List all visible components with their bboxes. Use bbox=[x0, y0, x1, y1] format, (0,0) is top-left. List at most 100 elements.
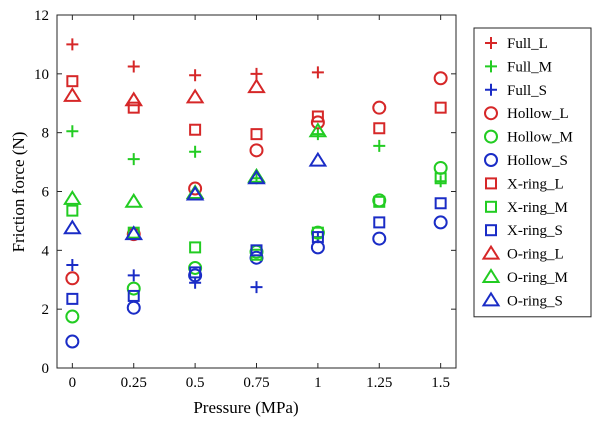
x-tick-label: 0 bbox=[69, 375, 77, 391]
series-Full_L bbox=[66, 38, 324, 82]
x-tick-label: 0.5 bbox=[186, 375, 205, 391]
data-point bbox=[189, 69, 202, 82]
data-point bbox=[373, 139, 386, 152]
legend-item: X-ring_L bbox=[485, 176, 564, 192]
series-Hollow_M bbox=[65, 160, 448, 324]
data-point bbox=[310, 240, 325, 255]
data-point bbox=[247, 169, 266, 185]
data-point bbox=[189, 145, 202, 158]
legend-label: Hollow_L bbox=[507, 106, 569, 122]
axes: 0 0.25 0.5 0.75 1 1.25 1.5 0 2 4 6 8 10 12 bbox=[34, 8, 457, 391]
data-point bbox=[185, 185, 205, 201]
y-axis-label: Friction force (N) bbox=[9, 132, 28, 253]
data-point bbox=[124, 91, 144, 107]
data-point bbox=[433, 71, 448, 86]
x-tick-label: 1.25 bbox=[366, 375, 392, 391]
data-point bbox=[127, 101, 140, 114]
data-point bbox=[311, 110, 324, 123]
legend-label: X-ring_S bbox=[507, 223, 563, 239]
legend-item: Full_M bbox=[485, 59, 552, 75]
legend-marker bbox=[481, 291, 501, 307]
data-point bbox=[434, 197, 447, 210]
data-point bbox=[66, 259, 79, 272]
data-point bbox=[65, 309, 80, 324]
y-tick-label: 6 bbox=[42, 185, 50, 201]
data-point bbox=[127, 289, 140, 302]
data-point bbox=[308, 122, 328, 138]
data-point bbox=[434, 101, 447, 114]
y-tick-label: 0 bbox=[42, 361, 50, 377]
legend-marker bbox=[481, 268, 501, 283]
legend-item: Full_L bbox=[485, 36, 548, 52]
y-tick-label: 2 bbox=[42, 302, 50, 318]
legend-box bbox=[473, 27, 592, 318]
data-point bbox=[311, 66, 324, 79]
data-point bbox=[63, 189, 82, 205]
data-point bbox=[311, 128, 324, 141]
legend-marker bbox=[485, 200, 497, 213]
legend-label: Hollow_S bbox=[507, 153, 568, 169]
data-point bbox=[124, 192, 144, 208]
legend-item: Full_S bbox=[485, 83, 547, 99]
data-point bbox=[124, 225, 144, 241]
data-point bbox=[63, 87, 82, 102]
data-point bbox=[127, 269, 140, 282]
plot-area bbox=[63, 38, 448, 349]
data-point bbox=[65, 334, 80, 349]
legend-marker bbox=[485, 37, 497, 49]
legend-marker bbox=[481, 244, 501, 260]
legend-label: Hollow_M bbox=[507, 130, 573, 146]
data-point bbox=[189, 123, 202, 136]
legend-item: Hollow_M bbox=[484, 129, 573, 146]
x-tick-label: 0.25 bbox=[121, 375, 147, 391]
legend-label: Full_M bbox=[507, 59, 552, 75]
legend-marker bbox=[485, 83, 497, 96]
data-point bbox=[66, 125, 79, 138]
data-point bbox=[126, 300, 141, 315]
x-tick-label: 1 bbox=[314, 375, 322, 391]
data-point bbox=[63, 219, 82, 235]
y-tick-label: 8 bbox=[42, 126, 50, 142]
data-point bbox=[250, 128, 263, 141]
legend-marker bbox=[484, 153, 498, 167]
legend-label: Full_S bbox=[507, 83, 547, 99]
y-tick-label: 10 bbox=[34, 67, 49, 83]
data-point bbox=[188, 181, 203, 196]
data-point bbox=[250, 244, 263, 257]
data-point bbox=[127, 60, 140, 73]
legend-item: X-ring_M bbox=[485, 200, 568, 216]
x-tick-label: 1.5 bbox=[431, 375, 450, 391]
data-point bbox=[250, 281, 263, 294]
data-point bbox=[66, 292, 79, 305]
data-point bbox=[433, 160, 448, 175]
series-O-ring_S bbox=[63, 151, 328, 241]
data-point bbox=[250, 67, 263, 80]
legend-item: O-ring_L bbox=[481, 244, 564, 263]
y-tick-label: 12 bbox=[34, 8, 49, 24]
legend-label: O-ring_M bbox=[507, 270, 568, 286]
data-point bbox=[311, 231, 324, 244]
data-point bbox=[373, 216, 386, 229]
data-point bbox=[434, 172, 447, 185]
data-point bbox=[66, 204, 79, 217]
data-point bbox=[308, 151, 328, 167]
legend-marker bbox=[484, 129, 498, 144]
x-axis-label: Pressure (MPa) bbox=[193, 398, 298, 417]
data-point bbox=[189, 266, 202, 279]
legend-item: O-ring_M bbox=[481, 268, 568, 286]
data-point bbox=[185, 88, 205, 104]
data-point bbox=[372, 231, 387, 246]
legend-item: O-ring_S bbox=[481, 291, 563, 309]
legend-item: Hollow_L bbox=[484, 106, 569, 122]
data-point bbox=[372, 100, 387, 115]
legend-marker bbox=[485, 177, 497, 190]
series-X-ring_S bbox=[66, 197, 447, 305]
data-point bbox=[373, 195, 386, 208]
legend-label: O-ring_L bbox=[507, 247, 564, 263]
data-point bbox=[247, 78, 266, 94]
data-point bbox=[249, 143, 264, 158]
legend-label: O-ring_S bbox=[507, 293, 563, 309]
legend-label: X-ring_M bbox=[507, 200, 568, 216]
